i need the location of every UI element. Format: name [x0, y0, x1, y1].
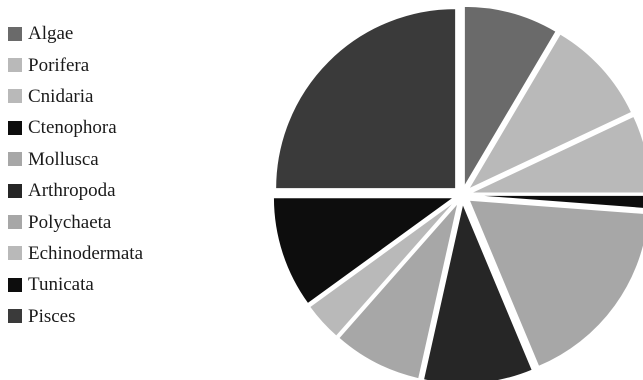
pie-slice-mollusca — [468, 199, 643, 368]
legend-label: Mollusca — [28, 148, 99, 170]
legend-label: Tunicata — [28, 274, 94, 296]
legend-swatch — [8, 120, 22, 135]
legend-item: Porifera — [8, 49, 208, 80]
pie-slice-ctenophora — [470, 194, 643, 209]
legend-label: Porifera — [28, 54, 90, 76]
legend-item: Pisces — [8, 301, 208, 332]
legend-item: Arthropoda — [8, 175, 208, 206]
legend-swatch — [8, 152, 22, 167]
legend-swatch — [8, 58, 22, 73]
legend-swatch — [8, 89, 22, 104]
legend-item: Mollusca — [8, 144, 208, 175]
legend-swatch — [8, 309, 22, 324]
legend-swatch — [8, 246, 22, 261]
legend-swatch — [8, 277, 22, 292]
legend-item: Tunicata — [8, 269, 208, 300]
pie-slice-arthropoda — [422, 202, 533, 380]
legend-item: Polychaeta — [8, 206, 208, 237]
legend-label: Echinodermata — [28, 242, 144, 264]
legend-label: Polychaeta — [28, 211, 112, 233]
pie-slice-echinodermata — [309, 200, 456, 337]
legend-label: Algae — [28, 23, 74, 45]
legend-swatch — [8, 215, 22, 230]
legend-item: Echinodermata — [8, 238, 208, 269]
pie-slice-tunicata — [272, 197, 455, 305]
legend: Algae Porifera Cnidaria Ctenophora Mollusca A… — [8, 18, 208, 332]
legend-item: Algae — [8, 18, 208, 49]
legend-swatch — [8, 26, 22, 41]
legend-label: Arthropoda — [28, 180, 116, 202]
legend-label: Ctenophora — [28, 117, 117, 139]
legend-label: Pisces — [28, 305, 76, 327]
pie-slice-pisces — [275, 8, 457, 190]
pie-slice-algae — [463, 5, 557, 189]
legend-item: Ctenophora — [8, 112, 208, 143]
legend-swatch — [8, 183, 22, 198]
legend-label: Cnidaria — [28, 85, 94, 107]
pie-slice-polychaeta — [338, 202, 459, 380]
pie-slice-cnidaria — [470, 115, 643, 194]
legend-item: Cnidaria — [8, 81, 208, 112]
pie-slice-porifera — [467, 33, 633, 191]
